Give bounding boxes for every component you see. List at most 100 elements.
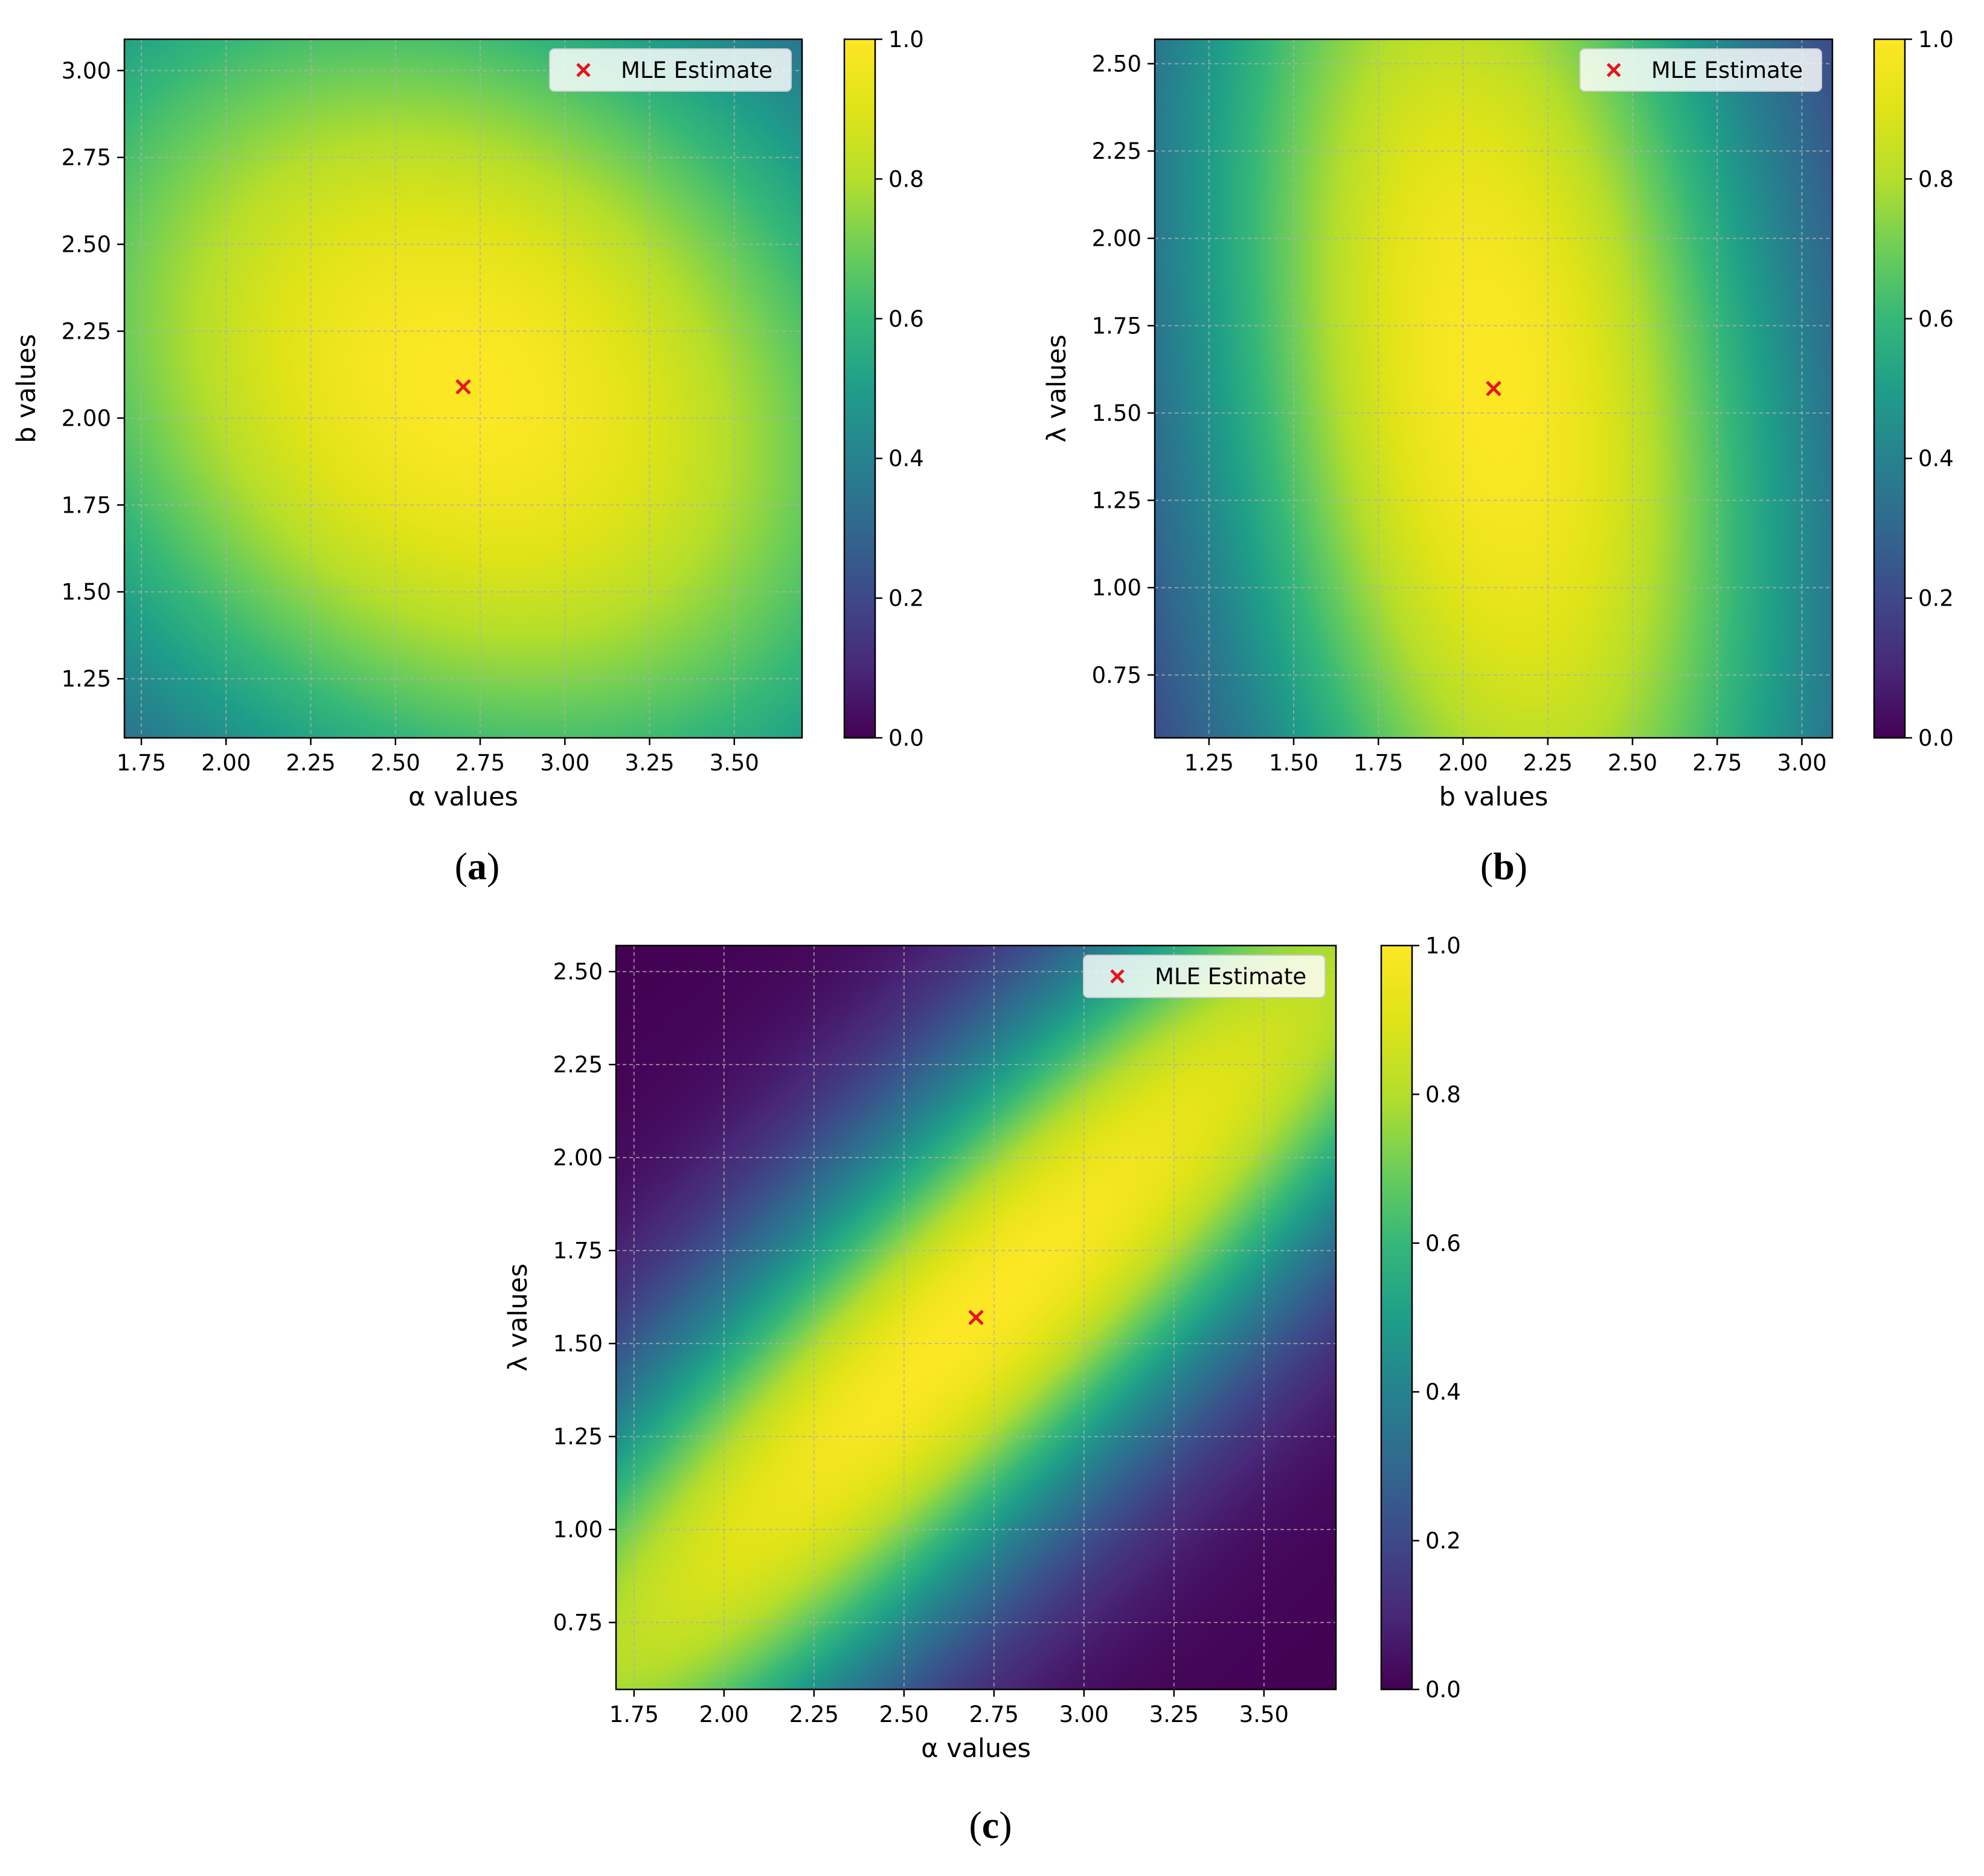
x-tick-label: 3.25	[1149, 1702, 1199, 1727]
x-tick-label: 1.75	[609, 1702, 659, 1727]
colorbar-tick-label: 0.4	[888, 446, 924, 472]
mle-marker-stroke	[1486, 380, 1501, 397]
y-tick-label: 2.00	[62, 405, 111, 431]
y-tick-label: 1.75	[62, 492, 111, 518]
y-tick-label: 1.75	[1092, 313, 1141, 339]
legend-marker	[1110, 969, 1125, 984]
colorbar-tick-label: 0.8	[1918, 166, 1954, 192]
colorbar	[843, 38, 876, 739]
panel-label: (c)	[969, 1804, 1012, 1846]
x-tick-label: 2.00	[1438, 750, 1488, 776]
legend-label: MLE Estimate	[1155, 964, 1306, 990]
colorbar-tick-label: 0.0	[1425, 1677, 1461, 1703]
legend-marker	[576, 63, 591, 77]
legend: MLE Estimate	[549, 48, 792, 92]
panel-c: 1.75 2.00 2.25 2.50 2.75 3.00 3.25 3.500.751.00…	[503, 933, 1461, 1846]
y-tick-label: 2.00	[553, 1145, 603, 1171]
legend-box	[1083, 955, 1326, 998]
panel-a: 1.75 2.00 2.25 2.50 2.75 3.00 3.25 3.50 1.25 1.50…	[11, 27, 924, 888]
mle-marker	[455, 379, 471, 395]
legend: MLE Estimate	[1579, 48, 1822, 92]
colorbar-tick-label: 0.6	[1918, 306, 1954, 332]
x-tick-label: 2.75	[1692, 750, 1742, 776]
x-tick-label: 3.50	[1239, 1702, 1289, 1727]
y-tick-label: 1.75	[553, 1238, 603, 1264]
y-tick-label: 1.00	[1092, 575, 1141, 601]
x-axis-label: b values	[1439, 782, 1549, 812]
colorbar-tick-label: 1.0	[1425, 933, 1461, 959]
x-tick-label: 1.25	[1184, 750, 1234, 776]
x-tick-label: 2.50	[879, 1702, 929, 1727]
y-tick-label: 0.75	[553, 1610, 603, 1636]
x-tick-label: 3.50	[710, 750, 759, 776]
y-tick-label: 2.25	[62, 319, 111, 345]
mle-marker-stroke	[455, 379, 471, 395]
legend: MLE Estimate	[1083, 955, 1326, 998]
y-axis-label: b values	[11, 334, 42, 443]
y-tick-label: 2.50	[553, 959, 603, 985]
panel-label: (b)	[1480, 845, 1527, 888]
colorbar-tick-label: 0.4	[1918, 446, 1954, 472]
y-tick-label: 1.50	[1092, 400, 1141, 426]
colorbar-tick-label: 1.0	[1918, 27, 1954, 53]
y-axis-label: λ values	[503, 1264, 533, 1372]
plot-frame	[123, 38, 803, 739]
colorbar	[1380, 944, 1413, 1691]
x-tick-label: 2.50	[1608, 750, 1657, 776]
y-tick-label: 2.50	[62, 232, 111, 258]
x-tick-label: 1.50	[1269, 750, 1318, 776]
colorbar-tick-label: 0.8	[1425, 1081, 1461, 1107]
legend-marker	[1607, 63, 1621, 77]
x-tick-label: 3.00	[1777, 750, 1826, 776]
y-tick-label: 2.50	[1092, 51, 1141, 77]
x-tick-label: 2.75	[969, 1702, 1019, 1727]
colorbar-tick-label: 0.6	[888, 306, 924, 332]
colorbar-tick-label: 0.0	[888, 725, 924, 751]
y-tick-label: 1.25	[1092, 488, 1141, 514]
x-tick-label: 1.75	[1353, 750, 1403, 776]
x-tick-label: 3.25	[624, 750, 674, 776]
colorbar-tick-label: 0.2	[1918, 586, 1954, 612]
y-tick-label: 1.00	[553, 1517, 603, 1543]
colorbar-tick-label: 0.2	[888, 586, 924, 612]
x-tick-label: 2.00	[201, 750, 251, 776]
colorbar-tick-label: 0.6	[1425, 1231, 1461, 1257]
mle-marker-stroke	[968, 1310, 984, 1325]
colorbar-tick-label: 0.8	[888, 166, 924, 192]
y-tick-label: 3.00	[62, 58, 111, 84]
y-tick-label: 1.25	[553, 1424, 603, 1450]
y-tick-label: 1.50	[62, 579, 111, 605]
plot-frame	[1154, 38, 1834, 739]
colorbar	[1873, 38, 1906, 739]
y-tick-label: 2.00	[1092, 226, 1141, 252]
mle-marker	[1486, 380, 1501, 397]
legend-box	[1579, 48, 1822, 92]
legend-box	[549, 48, 792, 92]
x-tick-label: 2.75	[455, 750, 505, 776]
mle-marker	[968, 1310, 984, 1325]
y-tick-label: 2.25	[553, 1052, 603, 1078]
y-tick-label: 1.50	[553, 1331, 603, 1357]
x-axis-label: α values	[408, 782, 518, 812]
legend-label: MLE Estimate	[1651, 57, 1803, 83]
x-tick-label: 2.25	[286, 750, 335, 776]
colorbar-tick-label: 0.4	[1425, 1379, 1461, 1405]
x-tick-label: 2.50	[371, 750, 420, 776]
y-tick-label: 1.25	[62, 666, 111, 692]
panel-b: 1.25 1.50 1.75 2.00 2.25 2.50 2.75 3.000.751.00…	[1042, 27, 1954, 888]
x-tick-label: 3.00	[1059, 1702, 1109, 1727]
legend-label: MLE Estimate	[621, 57, 772, 83]
colorbar-tick-label: 0.2	[1425, 1528, 1461, 1554]
y-tick-label: 2.25	[1092, 138, 1141, 164]
colorbar-tick-label: 1.0	[888, 27, 924, 53]
x-axis-label: α values	[921, 1734, 1031, 1764]
x-tick-label: 2.25	[1523, 750, 1573, 776]
y-tick-label: 0.75	[1092, 662, 1141, 688]
colorbar-tick-label: 0.0	[1918, 725, 1954, 751]
x-tick-label: 2.00	[699, 1702, 749, 1727]
panel-label: (a)	[455, 845, 500, 888]
x-tick-label: 2.25	[789, 1702, 839, 1727]
y-axis-label: λ values	[1042, 335, 1072, 443]
plot-frame	[615, 944, 1337, 1691]
